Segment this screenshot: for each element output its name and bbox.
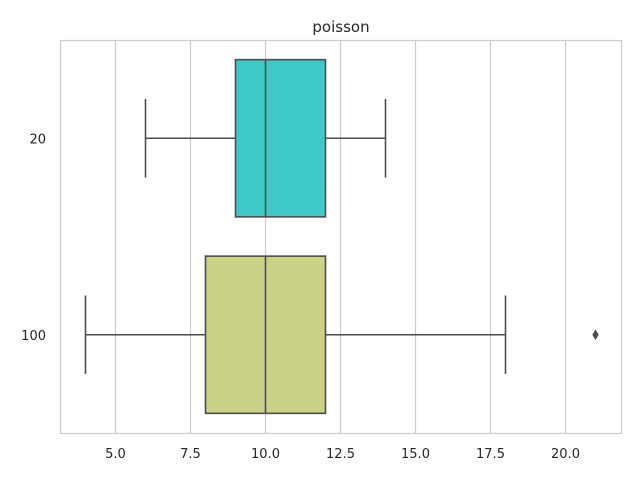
- chart-title: poisson: [312, 18, 369, 36]
- y-tick-label: 100: [21, 329, 46, 344]
- box-group-20: [144, 58, 387, 218]
- y-tick-label: 20: [29, 132, 46, 147]
- iqr-box: [234, 58, 327, 218]
- x-tick-label: 12.5: [326, 447, 355, 462]
- y-tick-labels: 20 100: [21, 132, 46, 344]
- x-tick-label: 20.0: [551, 447, 580, 462]
- x-tick-label: 15.0: [401, 447, 430, 462]
- x-tick-label: 5.0: [105, 447, 126, 462]
- x-tick-label: 7.5: [180, 447, 201, 462]
- box-group-100: [84, 255, 599, 415]
- x-tick-label: 17.5: [476, 447, 505, 462]
- outlier-marker: [592, 329, 599, 340]
- x-tick-labels: 5.0 7.5 10.0 12.5 15.0 17.5 20.0: [105, 447, 580, 462]
- axes-frame: [59, 39, 623, 435]
- boxes: [84, 58, 599, 415]
- x-tick-label: 10.0: [251, 447, 280, 462]
- grid-lines: [114, 40, 567, 433]
